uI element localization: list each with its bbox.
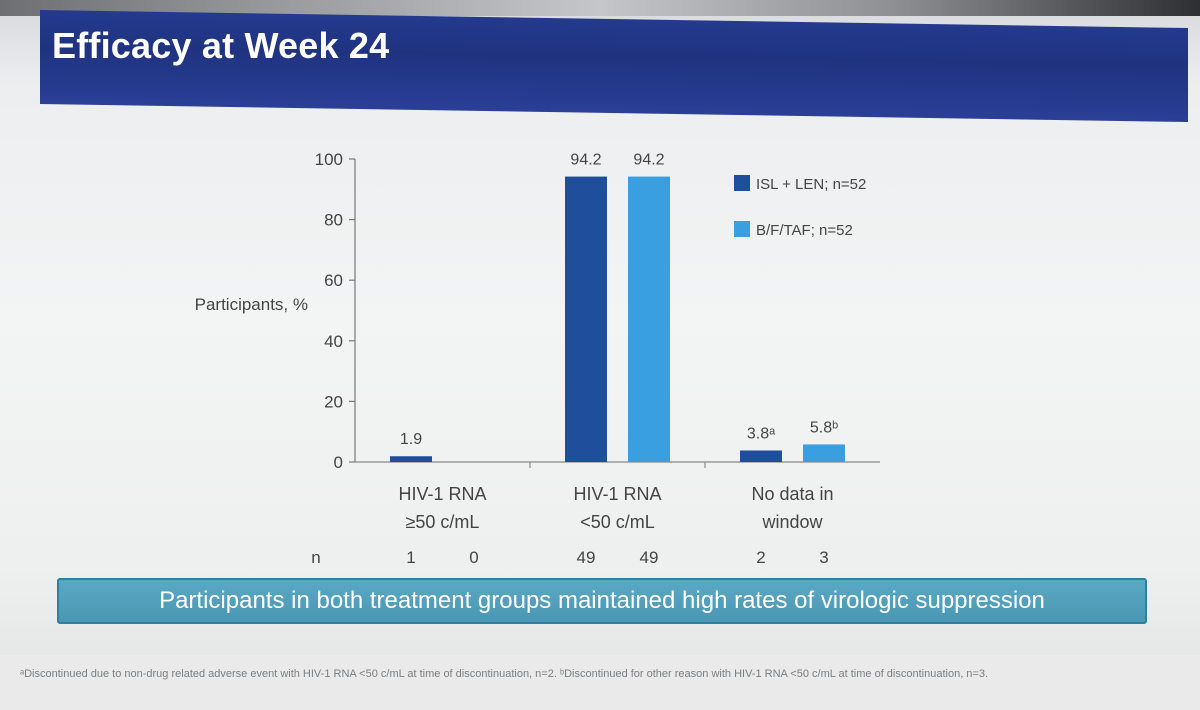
- category-label: HIV-1 RNA: [573, 484, 661, 504]
- category-label: No data in: [751, 484, 833, 504]
- legend-swatch: [734, 221, 750, 237]
- n-row-label: n: [311, 548, 320, 567]
- category-label: <50 c/mL: [580, 512, 655, 532]
- bar: [740, 450, 782, 462]
- legend-label: B/F/TAF; n=52: [756, 222, 853, 239]
- bar-value-label: 5.8ᵇ: [810, 419, 838, 436]
- n-count-label: 0: [469, 548, 478, 567]
- y-tick-label: 100: [315, 150, 343, 169]
- y-tick-label: 0: [334, 453, 343, 472]
- bar-value-label: 94.2: [570, 152, 601, 169]
- y-tick-label: 60: [324, 271, 343, 290]
- projector-top-shade: [0, 0, 1200, 16]
- bar: [390, 456, 432, 462]
- summary-banner-text: Participants in both treatment groups ma…: [159, 587, 1045, 614]
- n-count-label: 3: [819, 548, 828, 567]
- summary-banner: Participants in both treatment groups ma…: [57, 578, 1147, 624]
- bar-value-label: 1.9: [400, 431, 422, 448]
- category-label: ≥50 c/mL: [406, 512, 480, 532]
- n-count-label: 49: [640, 548, 659, 567]
- footnote-area: [0, 655, 1200, 710]
- n-count-label: 2: [756, 548, 765, 567]
- legend-label: ISL + LEN; n=52: [756, 176, 866, 193]
- category-label: window: [761, 512, 823, 532]
- category-label: HIV-1 RNA: [398, 484, 486, 504]
- n-count-label: 1: [406, 548, 415, 567]
- slide-title: Efficacy at Week 24: [52, 25, 390, 66]
- legend-swatch: [734, 175, 750, 191]
- y-axis-label: Participants, %: [195, 295, 308, 314]
- n-count-label: 49: [577, 548, 596, 567]
- y-tick-label: 20: [324, 392, 343, 411]
- bar-value-label: 3.8ᵃ: [747, 425, 776, 442]
- y-tick-label: 40: [324, 332, 343, 351]
- bar: [565, 176, 607, 462]
- bar-value-label: 94.2: [633, 152, 664, 169]
- y-tick-label: 80: [324, 211, 343, 230]
- bar: [803, 444, 845, 462]
- bar: [628, 176, 670, 462]
- footnote: ᵃDiscontinued due to non-drug related ad…: [20, 668, 989, 680]
